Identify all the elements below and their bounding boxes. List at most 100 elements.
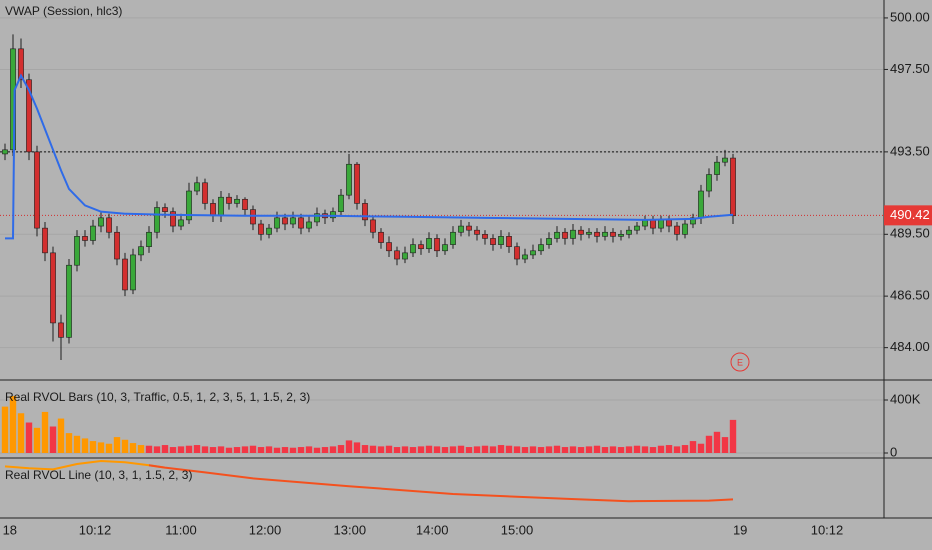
volume-bar xyxy=(473,446,481,454)
candle-body xyxy=(402,252,408,260)
candle-body xyxy=(666,219,672,227)
volume-bar xyxy=(25,422,33,454)
volume-bar xyxy=(73,435,81,454)
candle-body xyxy=(594,231,600,237)
candle-body xyxy=(490,238,496,245)
volume-bar xyxy=(593,445,601,454)
candle-body xyxy=(258,223,264,235)
candle-body xyxy=(242,198,248,210)
candle-body xyxy=(50,252,56,324)
volume-bar xyxy=(329,446,337,454)
candle-body xyxy=(58,322,64,338)
candle-body xyxy=(338,194,344,212)
volume-bar xyxy=(521,447,529,454)
volume-bar xyxy=(505,445,513,454)
candle-body xyxy=(170,211,176,227)
volume-bar xyxy=(129,443,137,454)
volume-bar xyxy=(713,431,721,454)
volume-bar xyxy=(193,445,201,454)
volume-bar xyxy=(409,447,417,454)
volume-bar xyxy=(425,445,433,454)
y-tick-label: 484.00 xyxy=(890,339,930,354)
x-tick-label: 15:00 xyxy=(501,522,534,537)
candle-body xyxy=(178,219,184,227)
volume-bar xyxy=(105,443,113,454)
volume-bar xyxy=(225,447,233,454)
volume-bar xyxy=(137,445,145,454)
candle-body xyxy=(122,258,128,291)
volume-bar xyxy=(721,437,729,454)
x-tick-label: 10:12 xyxy=(79,522,112,537)
candle-body xyxy=(218,196,224,217)
candle-body xyxy=(474,229,480,235)
volume-bar xyxy=(65,433,73,454)
candle-body xyxy=(306,221,312,229)
candle-body xyxy=(250,209,256,225)
candle-body xyxy=(370,219,376,233)
candle-body xyxy=(42,227,48,254)
candle-body xyxy=(194,182,200,192)
volume-bar xyxy=(169,447,177,454)
candle-body xyxy=(522,254,528,260)
candle-body xyxy=(346,163,352,196)
volume-bar xyxy=(641,446,649,454)
volume-bar xyxy=(241,446,249,454)
candle-body xyxy=(514,246,520,260)
volume-bar xyxy=(145,445,153,454)
candle-body xyxy=(714,161,720,175)
candle-body xyxy=(434,238,440,252)
candle-body xyxy=(210,203,216,217)
volume-bar xyxy=(297,447,305,454)
candle-body xyxy=(26,79,32,153)
candle-body xyxy=(114,231,120,260)
candle-body xyxy=(722,157,728,163)
candle-body xyxy=(410,244,416,254)
volume-bar xyxy=(113,437,121,454)
candle-body xyxy=(418,244,424,250)
volume-bar xyxy=(201,446,209,454)
volume-bar xyxy=(673,446,681,454)
candle-body xyxy=(498,236,504,245)
vwap-line xyxy=(5,73,734,240)
volume-bar xyxy=(697,443,705,454)
y-tick-label: 400K xyxy=(890,391,921,406)
candle-body xyxy=(466,225,472,231)
pane-title: Real RVOL Line (10, 3, 1, 1.5, 2, 3) xyxy=(5,468,192,482)
volume-bar xyxy=(585,446,593,454)
volume-bar xyxy=(337,445,345,454)
volume-bar xyxy=(537,447,545,454)
volume-bar xyxy=(313,447,321,454)
pane-title: Real RVOL Bars (10, 3, Traffic, 0.5, 1, … xyxy=(5,390,310,404)
volume-bar xyxy=(249,445,257,454)
volume-bar xyxy=(561,447,569,454)
volume-bar xyxy=(185,445,193,454)
volume-bar xyxy=(689,441,697,454)
candle-body xyxy=(562,231,568,239)
volume-bar xyxy=(569,446,577,454)
volume-bar xyxy=(33,427,41,454)
candle-body xyxy=(602,231,608,237)
volume-bar xyxy=(217,446,225,454)
y-tick-label: 493.50 xyxy=(890,143,930,158)
volume-bar xyxy=(49,426,57,454)
candle-body xyxy=(66,264,72,338)
candle-body xyxy=(202,182,208,204)
volume-bar xyxy=(353,442,361,454)
x-tick-label: 13:00 xyxy=(334,522,367,537)
candle-body xyxy=(34,151,40,229)
candle-body xyxy=(138,246,144,256)
volume-bar xyxy=(177,446,185,454)
candle-body xyxy=(226,196,232,204)
candle-body xyxy=(626,229,632,235)
volume-bar xyxy=(417,446,425,454)
rvol-line xyxy=(4,459,166,471)
volume-bar xyxy=(345,440,353,454)
rvol-line xyxy=(148,464,734,503)
candle-body xyxy=(362,203,368,221)
volume-bar xyxy=(393,447,401,454)
candle-body xyxy=(634,225,640,231)
volume-bar xyxy=(553,445,561,454)
candle-body xyxy=(450,231,456,245)
candle-body xyxy=(330,211,336,219)
